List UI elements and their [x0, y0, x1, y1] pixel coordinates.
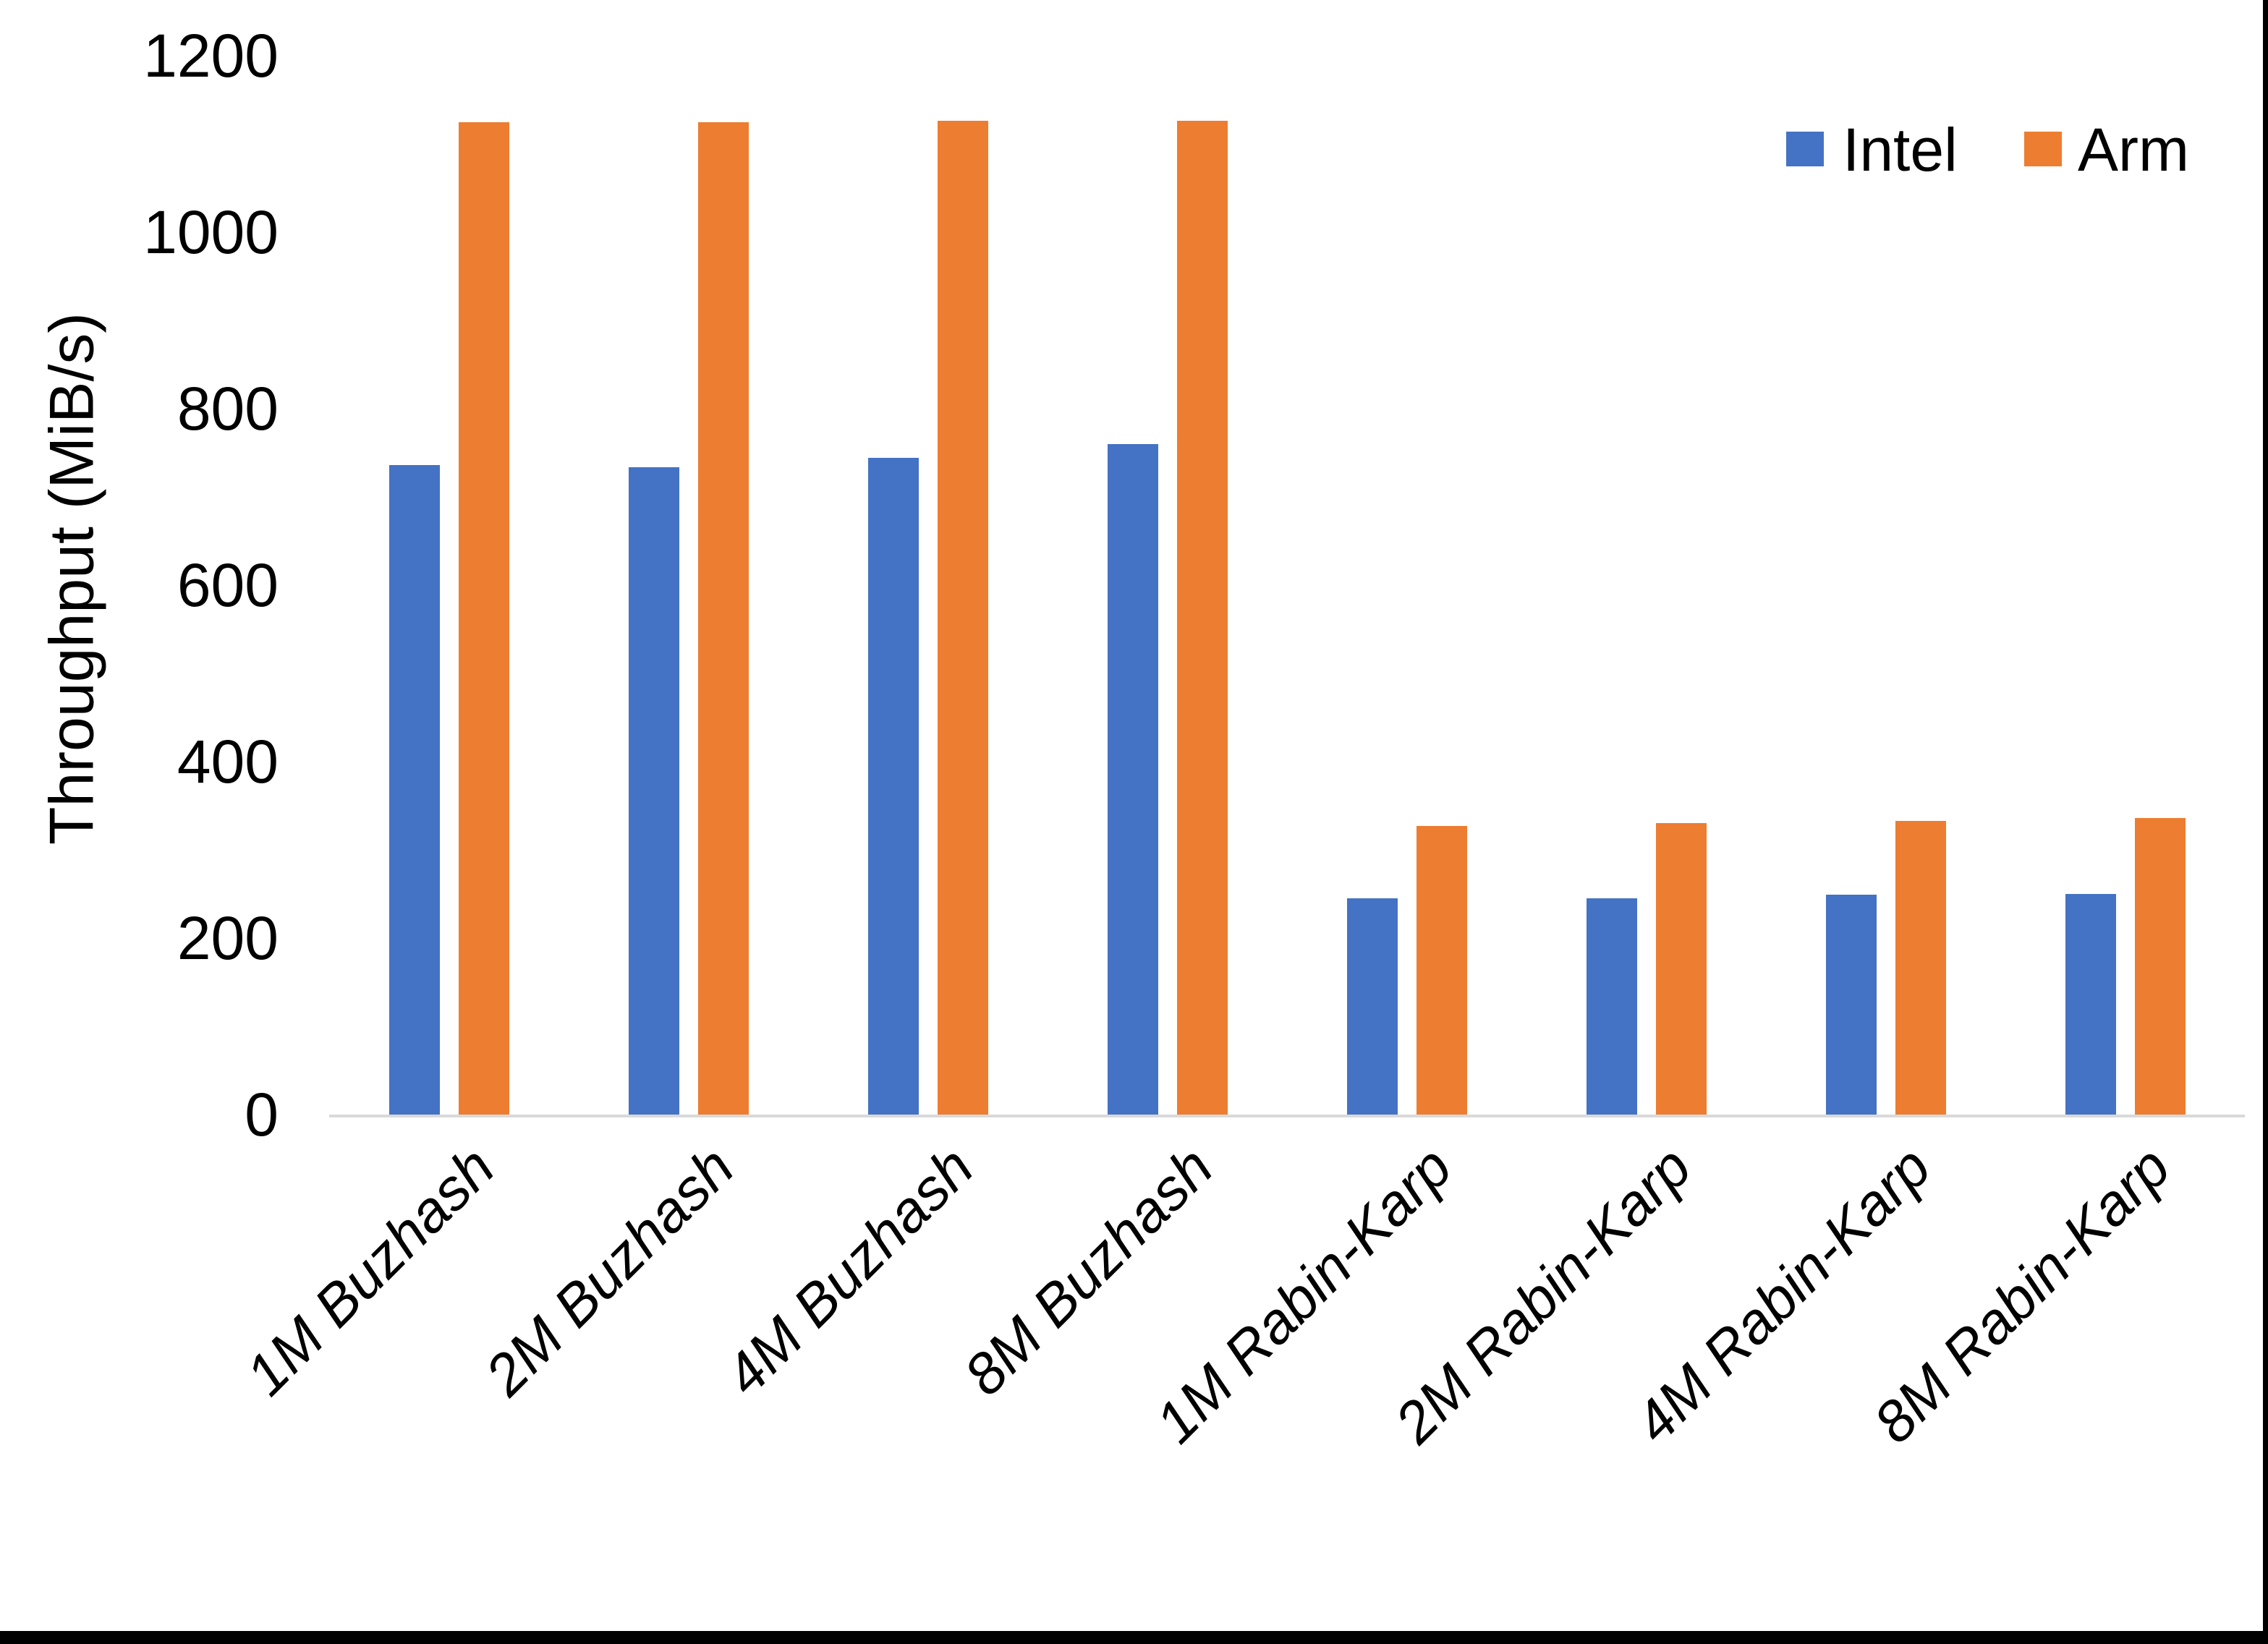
y-tick-label-200: 200: [177, 904, 279, 972]
x-axis-line: [329, 1115, 2245, 1117]
legend-label-arm: Arm: [2078, 116, 2189, 184]
x-label-8m-buzhash: 8M Buzhash: [951, 1134, 1225, 1407]
y-tick-label-1000: 1000: [143, 198, 279, 266]
y-tick-label-0: 0: [245, 1081, 279, 1149]
bar-intel-1m-rabin-karp: [1346, 898, 1398, 1115]
bar-arm-4m-rabin-karp: [1895, 820, 1946, 1115]
bar-intel-4m-buzhash: [867, 458, 919, 1115]
bar-intel-2m-buzhash: [628, 467, 679, 1115]
x-label-1m-buzhash: 1M Buzhash: [233, 1134, 506, 1407]
y-tick-label-800: 800: [177, 375, 279, 443]
bar-arm-4m-buzhash: [937, 121, 988, 1115]
bar-arm-1m-buzhash: [458, 122, 509, 1115]
bottom-border: [0, 1631, 2268, 1644]
bar-intel-2m-rabin-karp: [1586, 898, 1637, 1115]
bar-arm-1m-rabin-karp: [1416, 826, 1467, 1115]
bar-arm-8m-rabin-karp: [2134, 818, 2186, 1115]
y-tick-label-600: 600: [177, 551, 279, 619]
bar-intel-1m-buzhash: [388, 465, 440, 1115]
x-label-2m-buzhash: 2M Buzhash: [472, 1134, 746, 1407]
y-tick-label-400: 400: [177, 728, 279, 796]
legend-label-intel: Intel: [1843, 116, 1958, 184]
legend-swatch-intel: [1786, 132, 1824, 166]
right-border: [2263, 0, 2268, 1644]
x-label-4m-buzhash: 4M Buzhash: [712, 1134, 985, 1407]
bar-arm-2m-buzhash: [697, 122, 749, 1115]
legend-swatch-arm: [2024, 132, 2062, 166]
bar-intel-8m-buzhash: [1107, 443, 1158, 1115]
bar-arm-2m-rabin-karp: [1655, 823, 1707, 1115]
bar-arm-8m-buzhash: [1176, 121, 1228, 1115]
y-tick-label-1200: 1200: [143, 22, 279, 90]
bar-intel-4m-rabin-karp: [1825, 895, 1877, 1115]
bar-intel-8m-rabin-karp: [2065, 894, 2116, 1115]
